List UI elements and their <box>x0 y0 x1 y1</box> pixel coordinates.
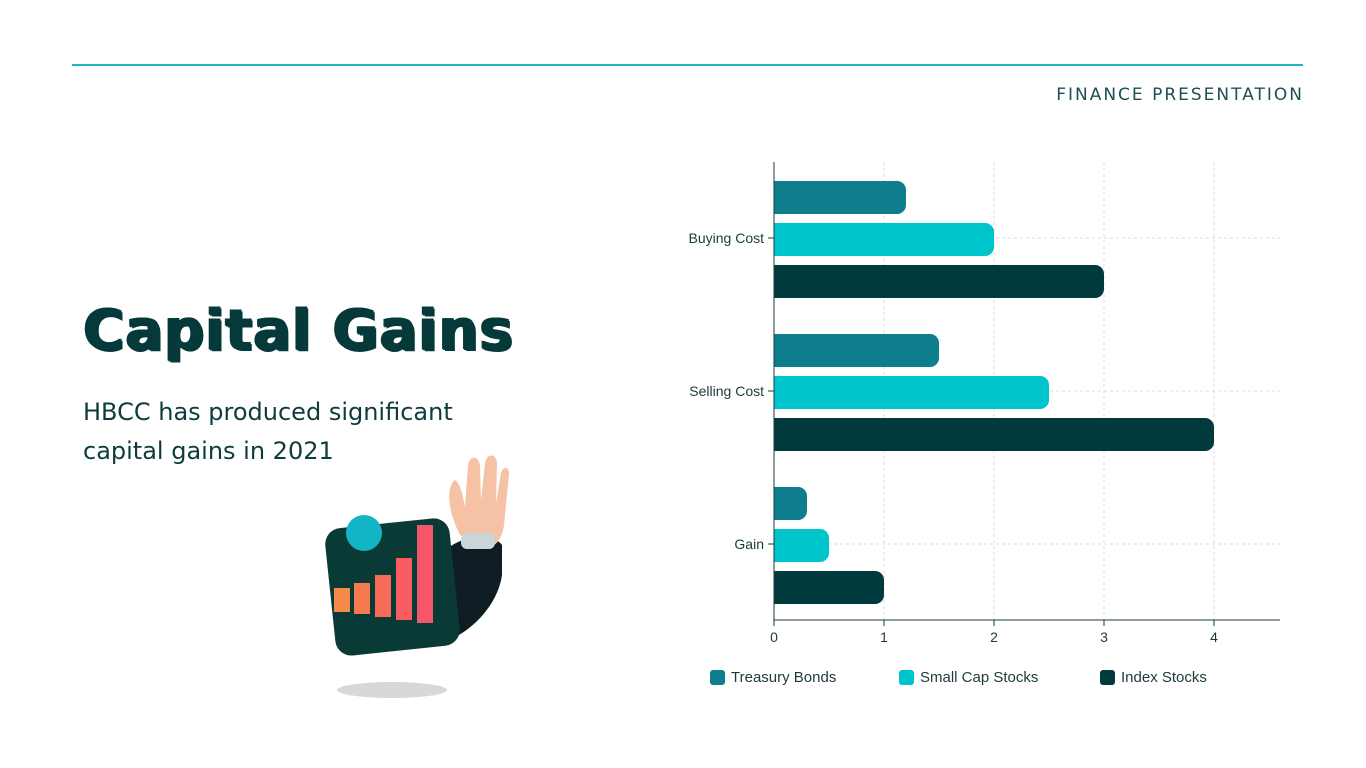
x-tick-label: 2 <box>990 629 998 645</box>
legend-item-small-cap-stocks: Small Cap Stocks <box>899 667 1038 687</box>
legend-label-small-cap-stocks: Small Cap Stocks <box>920 668 1039 686</box>
page-title: Capital Gains <box>83 298 514 363</box>
x-tick-label: 4 <box>1210 629 1218 645</box>
bar-square-edge <box>774 376 784 409</box>
legend-item-index-stocks: Index Stocks <box>1100 667 1207 687</box>
presentation-label: FINANCE PRESENTATION <box>1056 85 1304 105</box>
bar-square-edge <box>774 571 784 604</box>
page-subtitle: HBCC has produced significant capital ga… <box>83 398 453 465</box>
legend-swatch-small-cap-stocks <box>899 669 914 685</box>
hand-holding-chart-illustration <box>325 455 510 698</box>
top-divider <box>72 64 1303 66</box>
bar-square-edge <box>774 418 784 451</box>
bar-small-cap-stocks-gain <box>774 529 829 562</box>
capital-gains-bar-chart: Buying Cost Selling Cost Gain 0 1 2 3 4 <box>689 162 1280 645</box>
bar-small-cap-stocks-buying-cost <box>774 223 994 256</box>
legend-item-treasury-bonds: Treasury Bonds <box>710 667 836 687</box>
bar-index-stocks-buying-cost <box>774 265 1104 298</box>
bar-index-stocks-gain <box>774 571 884 604</box>
x-tick-label: 1 <box>880 629 888 645</box>
bar-square-edge <box>774 334 784 367</box>
bar-square-edge <box>774 529 784 562</box>
bar-treasury-bonds-buying-cost <box>774 181 906 214</box>
y-tick-label: Gain <box>734 536 764 552</box>
bar-index-stocks-selling-cost <box>774 418 1214 451</box>
bar-square-edge <box>774 181 784 214</box>
bar-treasury-bonds-selling-cost <box>774 334 939 367</box>
legend-swatch-index-stocks <box>1100 669 1115 685</box>
legend-swatch-treasury-bonds <box>710 669 725 685</box>
legend-label-treasury-bonds: Treasury Bonds <box>731 668 837 686</box>
x-tick-label: 0 <box>770 629 778 645</box>
legend-label-index-stocks: Index Stocks <box>1121 668 1207 686</box>
y-tick-label: Buying Cost <box>689 230 765 246</box>
x-tick-label: 3 <box>1100 629 1108 645</box>
bar-square-edge <box>774 265 784 298</box>
bar-square-edge <box>774 223 784 256</box>
y-tick-label: Selling Cost <box>689 383 764 399</box>
bar-square-edge <box>774 487 784 520</box>
bar-small-cap-stocks-selling-cost <box>774 376 1049 409</box>
